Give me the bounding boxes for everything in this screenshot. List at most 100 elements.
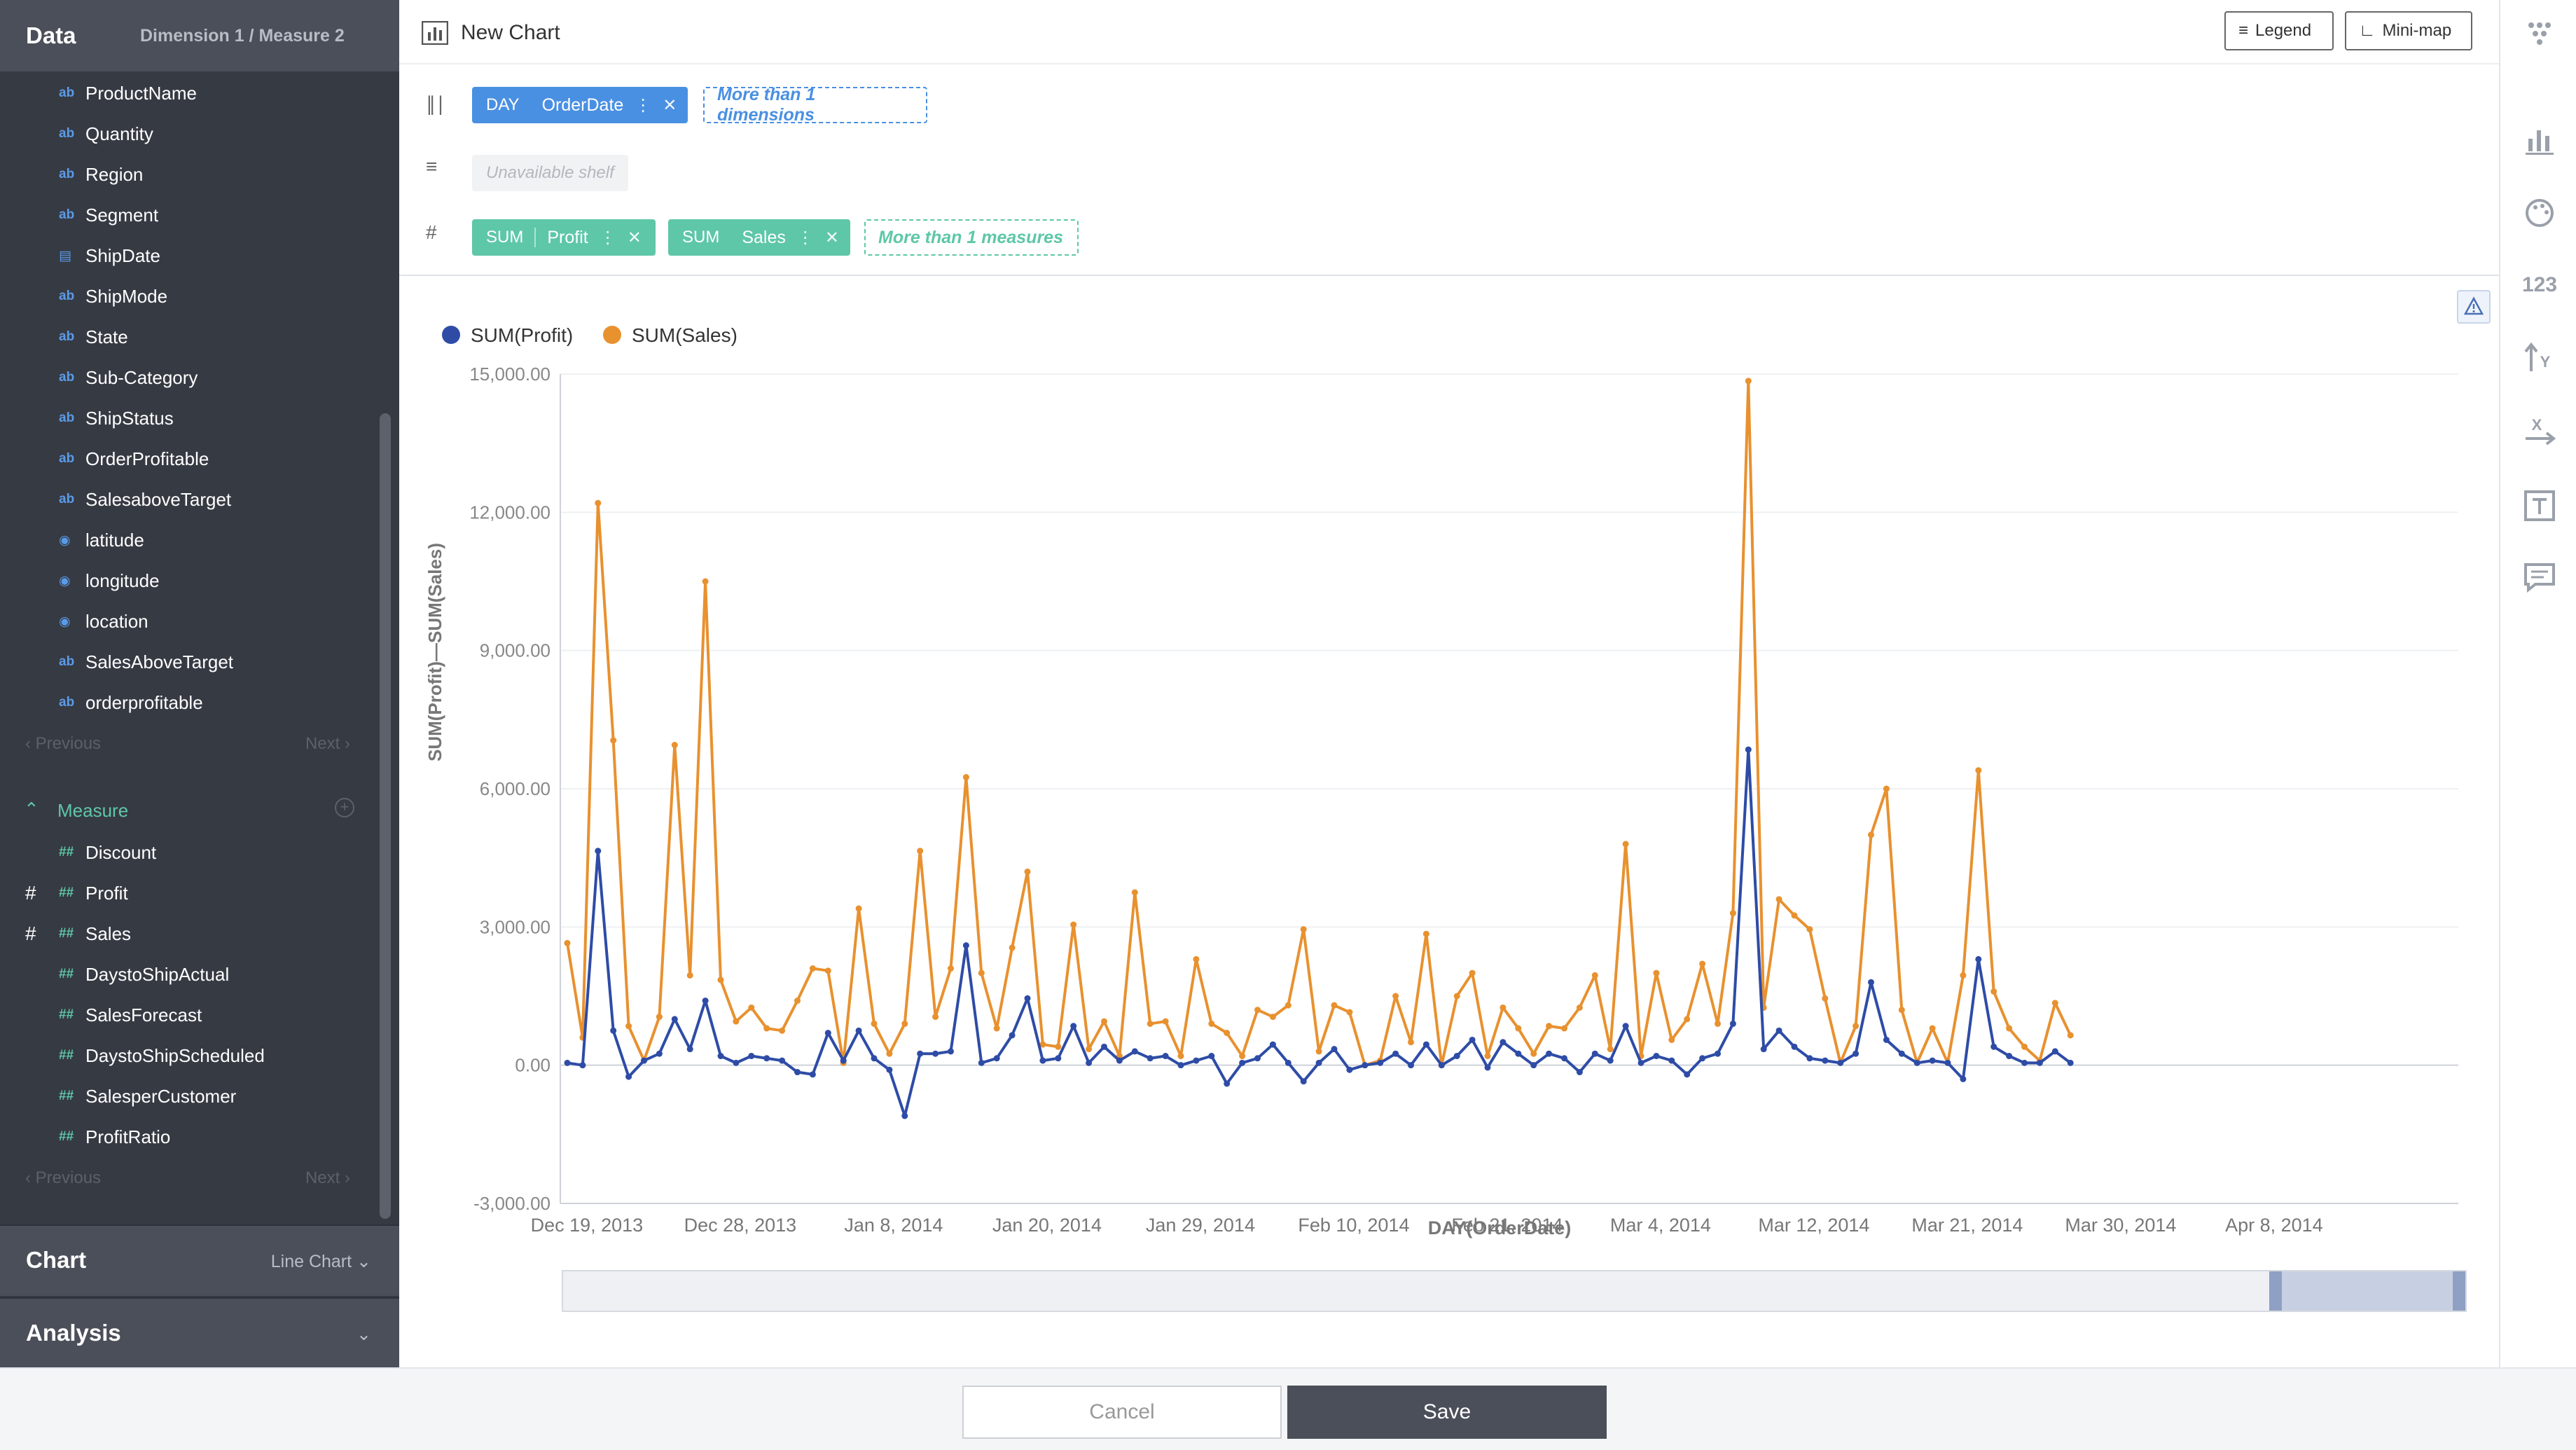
sales-point[interactable] — [733, 1018, 740, 1025]
measure-item[interactable]: # ## Profit — [0, 873, 378, 913]
profit-point[interactable] — [1177, 1062, 1184, 1069]
profit-point[interactable] — [2006, 1053, 2013, 1060]
sales-point[interactable] — [1300, 926, 1307, 933]
sales-point[interactable] — [1239, 1053, 1246, 1060]
profit-point[interactable] — [1853, 1050, 1860, 1057]
profit-point[interactable] — [595, 848, 602, 855]
sales-point[interactable] — [1684, 1016, 1691, 1023]
sales-point[interactable] — [1331, 1002, 1338, 1009]
add-measure-icon[interactable]: + — [335, 798, 354, 817]
measure-item[interactable]: ## Discount — [0, 832, 378, 873]
profit-point[interactable] — [1960, 1075, 1967, 1082]
profit-point[interactable] — [579, 1062, 586, 1069]
close-icon[interactable]: ✕ — [627, 228, 642, 247]
sales-point[interactable] — [1653, 969, 1660, 976]
palette-icon[interactable] — [2520, 193, 2559, 233]
profit-point[interactable] — [1668, 1057, 1675, 1064]
sales-point[interactable] — [1960, 972, 1967, 979]
measure-item[interactable]: ## SalesperCustomer — [0, 1076, 378, 1117]
profit-point[interactable] — [1346, 1066, 1353, 1073]
sales-point[interactable] — [1392, 993, 1399, 1000]
profit-point[interactable] — [1453, 1053, 1460, 1060]
profit-point[interactable] — [1653, 1053, 1660, 1060]
chart-type-select[interactable]: Line Chart ⌄ — [271, 1251, 371, 1272]
sales-point[interactable] — [748, 1004, 755, 1011]
chevron-down-icon[interactable]: ⌄ — [356, 1325, 371, 1344]
profit-point[interactable] — [1791, 1043, 1798, 1050]
sales-point[interactable] — [1162, 1018, 1169, 1025]
profit-point[interactable] — [1239, 1059, 1246, 1066]
cancel-button[interactable]: Cancel — [962, 1386, 1282, 1439]
profit-point[interactable] — [1837, 1059, 1844, 1066]
sales-point[interactable] — [1024, 868, 1031, 875]
profit-point[interactable] — [625, 1073, 632, 1080]
profit-point[interactable] — [2036, 1059, 2043, 1066]
sales-point[interactable] — [1408, 1039, 1414, 1046]
dimension-item[interactable]: ab ShipMode — [0, 276, 378, 317]
more-options-icon[interactable]: ⋮ — [796, 228, 814, 247]
x-axis-icon[interactable]: X — [2520, 410, 2559, 450]
sales-point[interactable] — [1101, 1018, 1107, 1025]
measure-item[interactable]: ## SalesForecast — [0, 995, 378, 1035]
sales-point[interactable] — [1055, 1043, 1062, 1050]
sales-point[interactable] — [932, 1014, 939, 1021]
sales-point[interactable] — [855, 905, 862, 912]
analysis-section-header[interactable]: Analysis ⌄ — [0, 1297, 399, 1367]
minimap-selection[interactable] — [2269, 1271, 2465, 1311]
sales-point[interactable] — [671, 742, 678, 749]
profit-point[interactable] — [948, 1048, 954, 1055]
sales-point[interactable] — [1530, 1050, 1537, 1057]
sales-point[interactable] — [1775, 896, 1782, 903]
chevron-up-icon[interactable]: ⌃ — [24, 799, 39, 820]
profit-point[interactable] — [1684, 1071, 1691, 1078]
sales-point[interactable] — [1607, 1046, 1614, 1053]
profit-point[interactable] — [2051, 1048, 2058, 1055]
profit-point[interactable] — [1208, 1053, 1215, 1060]
sales-point[interactable] — [1484, 1053, 1491, 1060]
profit-point[interactable] — [641, 1057, 647, 1064]
text-icon[interactable] — [2520, 486, 2559, 525]
sales-point[interactable] — [1086, 1046, 1093, 1053]
profit-point[interactable] — [1883, 1036, 1890, 1043]
sales-point[interactable] — [1806, 926, 1813, 933]
dimension-pill-orderdate[interactable]: DAY OrderDate ⋮ ✕ — [472, 87, 688, 123]
warning-icon[interactable] — [2457, 290, 2491, 324]
profit-point[interactable] — [1637, 1059, 1644, 1066]
chart-bar-icon[interactable] — [2520, 122, 2559, 161]
chart-section-header[interactable]: Chart Line Chart ⌄ — [0, 1224, 399, 1296]
profit-point[interactable] — [564, 1059, 571, 1066]
profit-point[interactable] — [1576, 1069, 1583, 1076]
sales-point[interactable] — [917, 848, 924, 855]
profit-point[interactable] — [610, 1027, 617, 1034]
close-icon[interactable]: ✕ — [824, 228, 839, 247]
profit-point[interactable] — [1760, 1046, 1767, 1053]
profit-point[interactable] — [1775, 1027, 1782, 1034]
profit-point[interactable] — [779, 1057, 786, 1064]
profit-point[interactable] — [1284, 1059, 1292, 1066]
dimension-item[interactable]: ab Region — [0, 154, 378, 195]
sales-point[interactable] — [1177, 1053, 1184, 1060]
data-section-header[interactable]: Data Dimension 1 / Measure 2 — [0, 0, 399, 71]
profit-point[interactable] — [917, 1050, 924, 1057]
sales-point[interactable] — [1469, 969, 1476, 976]
profit-point[interactable] — [702, 997, 709, 1004]
sales-point[interactable] — [1622, 841, 1629, 848]
profit-point[interactable] — [871, 1055, 878, 1062]
profit-point[interactable] — [962, 942, 969, 949]
profit-point[interactable] — [686, 1046, 693, 1053]
dimension-item[interactable]: ab SalesaboveTarget — [0, 479, 378, 520]
dimension-item[interactable]: ab SalesAboveTarget — [0, 642, 378, 682]
profit-point[interactable] — [1269, 1041, 1276, 1048]
legend-button[interactable]: ≡ Legend — [2224, 11, 2334, 50]
profit-point[interactable] — [1438, 1062, 1445, 1069]
profit-point[interactable] — [733, 1059, 740, 1066]
profit-point[interactable] — [886, 1066, 893, 1073]
sales-point[interactable] — [1822, 995, 1829, 1002]
profit-point[interactable] — [1408, 1062, 1414, 1069]
sales-point[interactable] — [1208, 1020, 1215, 1027]
dimension-item[interactable]: ◉ latitude — [0, 520, 378, 560]
sales-point[interactable] — [1500, 1004, 1507, 1011]
sales-point[interactable] — [1422, 930, 1429, 937]
profit-point[interactable] — [809, 1071, 816, 1078]
profit-point[interactable] — [1131, 1048, 1138, 1055]
